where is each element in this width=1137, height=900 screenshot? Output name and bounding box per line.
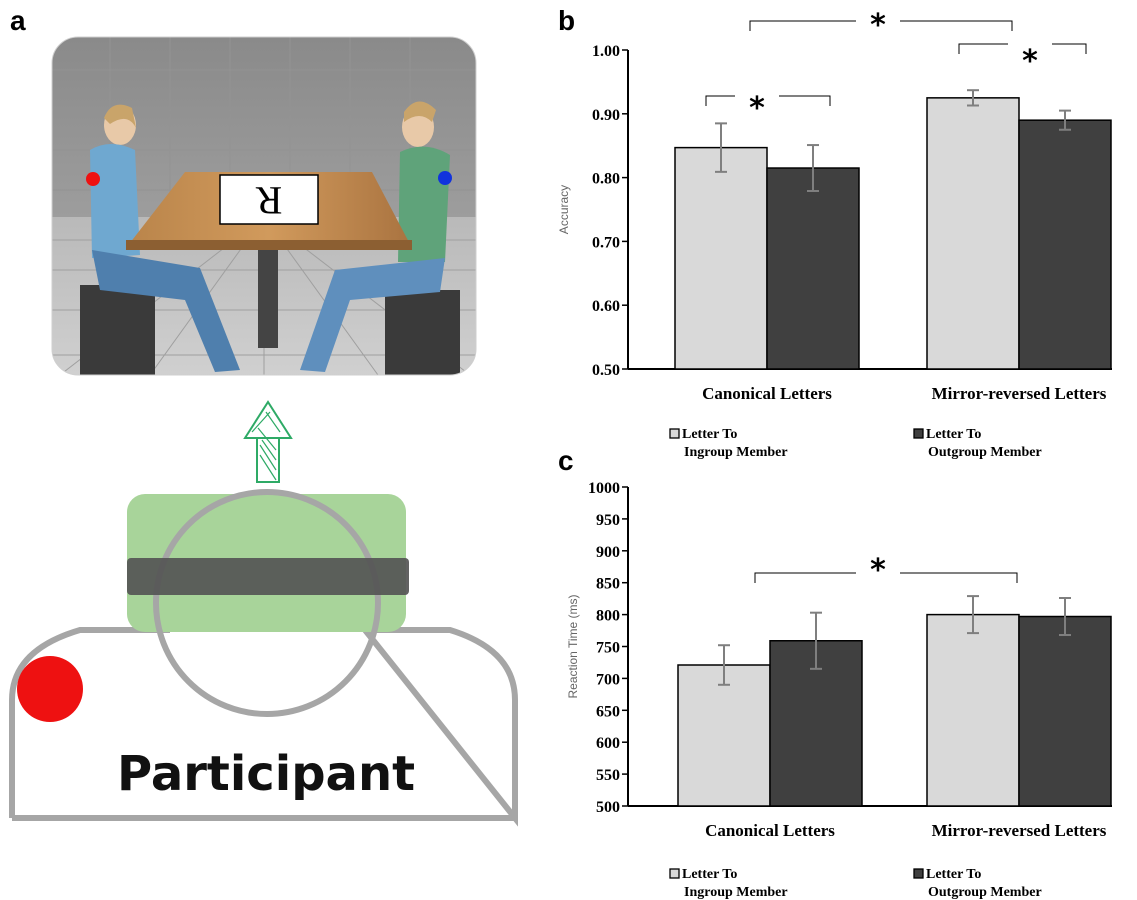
y-tick-label: 600 [596,735,620,752]
y-axis-label: Reaction Time (ms) [566,594,580,698]
participant-figure: Participant [9,489,518,827]
blue-marker-dot [438,171,452,185]
category-label: Mirror-reversed Letters [932,384,1107,403]
legend-label-line1: Letter To [682,427,737,442]
goggles-band [127,558,409,595]
y-tick-label: 850 [596,576,620,593]
scene-image: R [51,36,477,376]
legend-swatch [669,868,680,879]
participant-red-marker [17,656,83,722]
bar-outgroup-mirror [1018,615,1112,807]
panel-c-label: c [558,445,574,476]
y-tick-label: 800 [596,608,620,625]
significance-bracket-left [958,43,1008,54]
y-tick-label: 900 [596,544,620,561]
legend-label-line1: Letter To [682,867,737,882]
participant-head [153,489,381,717]
y-tick-label: 1.00 [592,43,620,60]
significance-bracket-right [1052,43,1087,54]
category-label: Canonical Letters [702,384,832,403]
up-arrow-icon [243,400,293,483]
red-marker-dot [86,172,100,186]
legend-label-line1: Letter To [926,867,981,882]
legend-label-line1: Letter To [926,427,981,442]
y-tick-label: 550 [596,767,620,784]
significance-bracket-right [900,20,1013,31]
legend-swatch [913,868,924,879]
bar-outgroup-canonical [766,167,860,370]
significance-star: * [870,553,886,588]
significance-bracket-left [754,572,856,583]
y-axis-label: Accuracy [557,185,571,234]
category-label: Canonical Letters [705,821,835,840]
y-tick-label: 0.50 [592,362,620,379]
category-label: Mirror-reversed Letters [932,821,1107,840]
reaction-time-chart: 500 550 600 650 700 750 800 850 900 950 1000 Reacti… [566,480,1112,900]
y-tick-label: 0.80 [592,171,620,188]
significance-bracket-right [779,95,831,106]
legend-label-line2: Ingroup Member [684,445,788,460]
bar-ingroup-canonical [677,664,771,807]
panel-b-label: b [558,5,575,36]
y-tick-label: 1000 [588,480,620,497]
card-letter: R [255,178,282,223]
bar-ingroup-mirror [926,97,1020,370]
significance-star: * [870,8,886,43]
panel-a-label: a [10,5,26,36]
significance-bracket-left [705,95,735,106]
legend-label-line2: Ingroup Member [684,885,788,900]
bar-outgroup-mirror [1018,119,1112,370]
bar-ingroup-canonical [674,146,768,370]
y-tick-label: 650 [596,703,620,720]
significance-bracket-left [749,20,856,31]
legend-label-line2: Outgroup Member [928,445,1042,460]
y-tick-label: 500 [596,799,620,816]
legend-swatch [669,428,680,439]
y-tick-label: 0.60 [592,298,620,315]
significance-bracket-right [900,572,1018,583]
significance-star: * [1022,44,1038,79]
y-tick-label: 700 [596,671,620,688]
y-tick-label: 0.90 [592,107,620,124]
bar-ingroup-mirror [926,613,1020,807]
participant-label: Participant [117,746,415,802]
significance-star: * [749,91,765,126]
y-tick-label: 950 [596,512,620,529]
accuracy-chart: 0.50 0.60 0.70 0.80 0.90 1.00 Accuracy Canonica… [557,8,1112,460]
y-tick-label: 0.70 [592,234,620,251]
y-tick-label: 750 [596,640,620,657]
legend-label-line2: Outgroup Member [928,885,1042,900]
legend-swatch [913,428,924,439]
